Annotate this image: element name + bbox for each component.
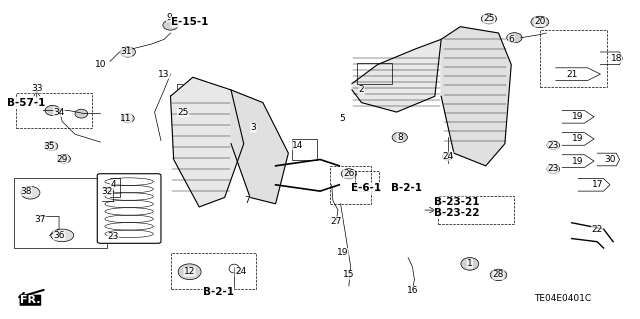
Text: 9: 9 xyxy=(166,13,172,22)
Text: 20: 20 xyxy=(534,18,545,26)
Ellipse shape xyxy=(175,106,191,118)
Text: 23: 23 xyxy=(547,165,558,174)
Text: 27: 27 xyxy=(330,217,342,226)
Polygon shape xyxy=(231,90,289,204)
Bar xyxy=(357,63,392,84)
Text: 16: 16 xyxy=(407,286,419,295)
Text: 1: 1 xyxy=(467,259,473,268)
Ellipse shape xyxy=(122,114,134,123)
Ellipse shape xyxy=(45,105,60,115)
Text: 23: 23 xyxy=(547,141,558,150)
Bar xyxy=(16,93,92,128)
Ellipse shape xyxy=(531,16,549,28)
Text: B-2-1: B-2-1 xyxy=(390,183,422,193)
Text: TE04E0401C: TE04E0401C xyxy=(534,294,591,303)
Text: 3: 3 xyxy=(250,123,256,132)
Text: 18: 18 xyxy=(611,54,622,63)
Bar xyxy=(170,253,257,289)
Ellipse shape xyxy=(75,109,88,118)
Text: 28: 28 xyxy=(493,271,504,279)
Text: 12: 12 xyxy=(184,267,195,276)
Ellipse shape xyxy=(178,264,201,280)
Text: 19: 19 xyxy=(572,157,584,166)
Text: 19: 19 xyxy=(337,248,348,257)
Text: 7: 7 xyxy=(244,196,250,205)
Text: 29: 29 xyxy=(56,155,68,164)
Text: 25: 25 xyxy=(483,14,495,23)
Bar xyxy=(15,178,107,248)
Text: 6: 6 xyxy=(508,35,514,44)
Bar xyxy=(177,84,212,103)
Bar xyxy=(438,196,515,224)
Text: 37: 37 xyxy=(34,215,45,224)
Bar xyxy=(291,139,317,160)
Text: 25: 25 xyxy=(177,108,189,116)
Text: 11: 11 xyxy=(120,114,132,123)
Text: 35: 35 xyxy=(44,142,55,151)
Polygon shape xyxy=(441,27,511,166)
Ellipse shape xyxy=(51,229,74,242)
Text: 31: 31 xyxy=(120,48,132,56)
Text: E-6-1: E-6-1 xyxy=(351,183,381,193)
Text: 19: 19 xyxy=(572,112,584,121)
Ellipse shape xyxy=(547,141,559,150)
Ellipse shape xyxy=(163,20,178,30)
Text: 5: 5 xyxy=(340,114,346,123)
Text: 38: 38 xyxy=(20,187,31,196)
Text: 26: 26 xyxy=(343,169,355,178)
Text: E-15-1: E-15-1 xyxy=(171,17,208,27)
Ellipse shape xyxy=(507,33,522,43)
Ellipse shape xyxy=(490,269,507,281)
Ellipse shape xyxy=(109,232,122,240)
Text: 14: 14 xyxy=(292,141,303,150)
Text: 32: 32 xyxy=(101,187,113,196)
Bar xyxy=(355,171,380,191)
Text: 36: 36 xyxy=(53,231,65,240)
FancyBboxPatch shape xyxy=(97,174,161,243)
Text: 30: 30 xyxy=(604,155,616,164)
Ellipse shape xyxy=(481,14,497,24)
Text: B-23-21: B-23-21 xyxy=(435,197,480,207)
Text: 15: 15 xyxy=(343,271,355,279)
Ellipse shape xyxy=(341,169,356,179)
Ellipse shape xyxy=(392,132,408,142)
Ellipse shape xyxy=(58,154,70,163)
Text: 13: 13 xyxy=(158,70,170,78)
Text: 4: 4 xyxy=(110,180,116,189)
Ellipse shape xyxy=(461,257,479,270)
Text: 2: 2 xyxy=(359,85,364,94)
Text: 21: 21 xyxy=(566,70,577,78)
Text: 24: 24 xyxy=(235,267,246,276)
Text: B-23-22: B-23-22 xyxy=(435,208,480,218)
Text: 23: 23 xyxy=(108,233,119,241)
Text: B-2-1: B-2-1 xyxy=(203,287,234,297)
Bar xyxy=(330,166,371,204)
Text: 34: 34 xyxy=(53,108,65,116)
Polygon shape xyxy=(352,39,441,112)
Text: B-57-1: B-57-1 xyxy=(7,98,45,108)
Ellipse shape xyxy=(120,47,136,57)
Text: 8: 8 xyxy=(397,133,403,142)
Text: 22: 22 xyxy=(591,225,603,234)
Ellipse shape xyxy=(21,186,40,199)
Text: 33: 33 xyxy=(31,84,42,93)
Text: 10: 10 xyxy=(95,60,106,69)
Ellipse shape xyxy=(45,142,58,151)
Ellipse shape xyxy=(547,165,559,174)
Text: FR.: FR. xyxy=(20,295,40,305)
Text: 24: 24 xyxy=(442,152,453,161)
Polygon shape xyxy=(170,77,244,207)
Bar xyxy=(540,30,607,87)
Text: 19: 19 xyxy=(572,134,584,144)
Text: 17: 17 xyxy=(591,180,603,189)
Text: FR.: FR. xyxy=(20,295,40,305)
